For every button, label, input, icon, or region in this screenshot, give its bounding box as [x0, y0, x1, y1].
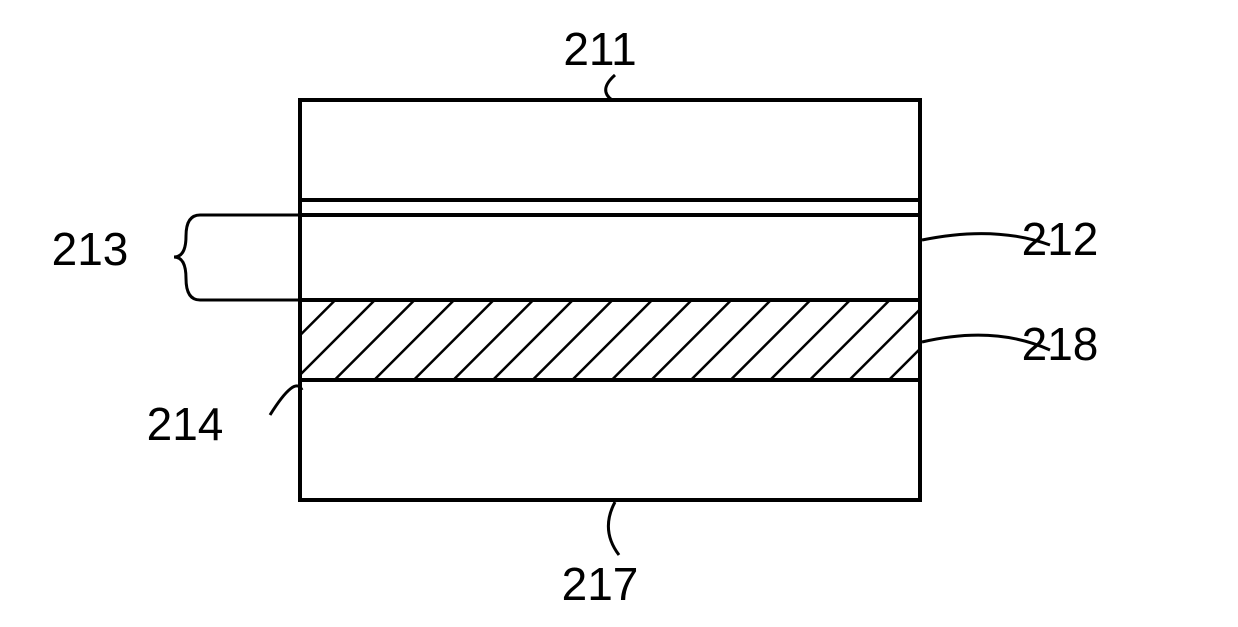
layer-stack-diagram: 211 212 213 214 218 217 — [0, 0, 1238, 627]
layers-group — [300, 100, 920, 500]
label-211: 211 — [563, 23, 636, 75]
brace-213-tip — [174, 215, 200, 300]
layer-second — [300, 215, 920, 300]
label-214: 214 — [147, 398, 224, 450]
label-217: 217 — [562, 558, 639, 610]
leader-217 — [608, 502, 619, 555]
layer-bottom — [300, 380, 920, 500]
label-218: 218 — [1022, 318, 1099, 370]
layer-thin — [300, 200, 920, 215]
label-212: 212 — [1022, 213, 1099, 265]
layer-top — [300, 100, 920, 200]
layer-hatched — [300, 300, 920, 380]
leader-211 — [606, 75, 615, 100]
label-213: 213 — [52, 223, 129, 275]
leader-214 — [270, 386, 302, 415]
